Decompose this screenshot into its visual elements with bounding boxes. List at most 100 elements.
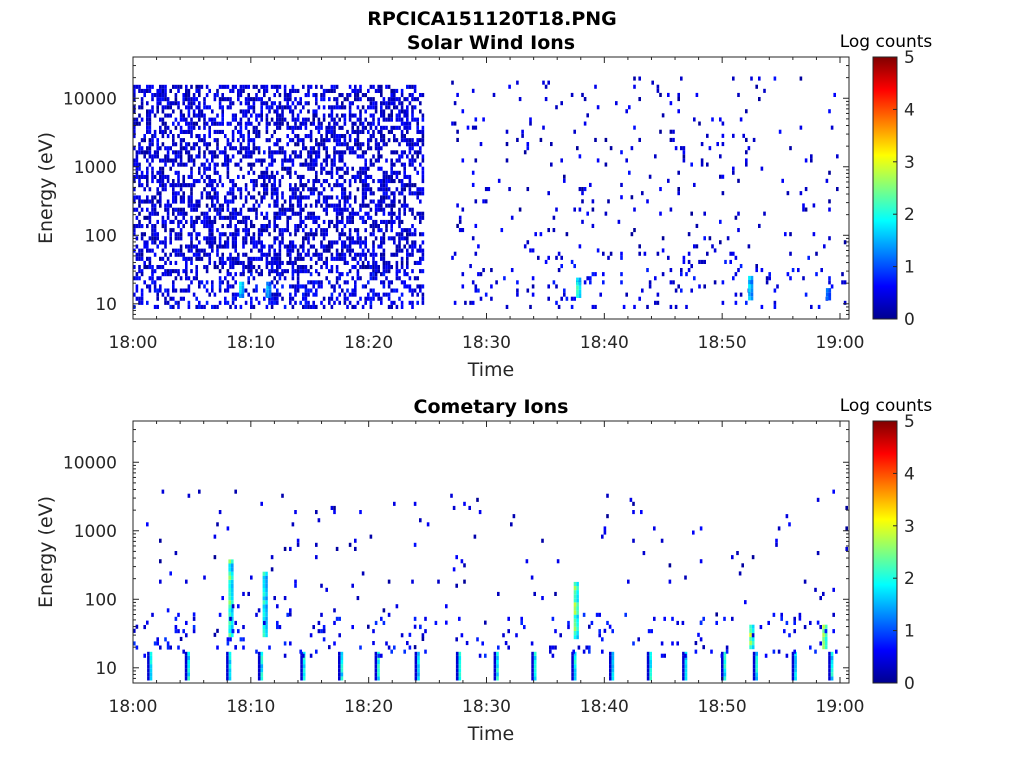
heat-cell [751,641,755,646]
heat-cell [281,150,284,155]
heat-cell [346,304,349,309]
heat-cell [250,162,253,167]
heat-cell [135,121,139,126]
heat-cell [257,664,261,669]
heat-cell [231,183,235,188]
heat-cell [174,93,178,98]
heat-cell [393,219,396,224]
heat-cell [148,150,152,155]
heat-cell [143,187,146,192]
heat-cell [177,101,180,106]
heat-cell [237,138,240,143]
heat-cell [140,272,144,277]
heat-cell [589,182,592,187]
heat-cell [304,183,308,188]
heat-cell [270,191,274,196]
heat-cell [184,676,188,681]
heat-cell [372,269,375,274]
heat-cell [260,501,263,506]
heat-cell [179,138,183,143]
heat-cell [421,269,425,274]
heat-cell [725,649,729,654]
heat-cell [153,269,157,274]
heat-cell [185,219,188,224]
heat-cell [278,272,282,277]
heat-cell [198,93,201,98]
heat-cell [721,672,724,677]
heat-cell [828,276,831,281]
heat-cell [380,179,383,184]
heat-cell [642,551,646,556]
heat-cell [304,162,308,167]
heat-cell [369,174,373,179]
heat-cell [239,187,243,192]
cometary-colorbar [872,420,898,684]
heat-cell [270,269,274,274]
heat-cell [166,105,170,110]
heat-cell [721,655,724,660]
heat-cell [403,280,406,285]
heat-cell [294,191,297,196]
heat-cell [213,129,217,134]
heat-cell [195,252,198,257]
heat-cell [461,207,465,212]
heat-cell [822,632,825,637]
heat-cell [164,88,167,93]
heat-cell [403,228,406,233]
heat-cell [224,162,227,167]
heat-cell [320,134,323,139]
heat-cell [320,166,323,171]
heat-cell [763,88,766,93]
heat-cell [312,300,315,305]
heat-cell [177,162,180,167]
heat-cell [195,203,198,208]
heat-cell [755,268,758,273]
heat-cell [300,672,303,677]
heat-cell [606,514,609,519]
heat-cell [341,101,344,106]
heat-cell [595,612,599,617]
heat-cell [179,296,183,301]
heat-cell [369,187,373,192]
heat-cell [374,676,378,681]
heat-cell [226,215,230,220]
heat-cell [229,272,232,277]
heat-cell [263,191,266,196]
heat-cell [247,215,250,220]
heat-cell [224,288,227,293]
heat-cell [156,304,159,309]
heat-cell [260,174,263,179]
heat-cell [400,236,404,241]
heat-cell [307,304,310,309]
heat-cell [737,211,740,216]
heat-cell [533,660,537,665]
heat-cell [148,154,152,159]
heat-cell [255,97,258,102]
heat-cell [164,224,167,229]
heat-cell [721,121,725,126]
heat-cell [265,612,268,617]
heat-cell [387,304,391,309]
heat-cell [255,207,258,212]
heat-cell [179,199,183,204]
heat-cell [268,272,271,277]
heat-cell [382,211,386,216]
heat-cell [398,240,401,245]
heat-cell [474,199,478,204]
heat-cell [174,170,178,175]
heat-cell [343,224,347,229]
heat-cell [203,179,206,184]
heat-cell [226,236,230,241]
heat-cell [419,219,422,224]
heat-cell [185,93,188,98]
heat-cell [211,203,214,208]
heat-cell [406,260,409,265]
heat-cell [164,244,167,249]
heat-cell [198,280,201,285]
heat-cell [426,522,430,527]
heat-cell [343,280,347,285]
heat-cell [140,170,144,175]
heat-cell [364,240,367,245]
heat-cell [166,150,170,155]
heat-cell [565,296,569,301]
